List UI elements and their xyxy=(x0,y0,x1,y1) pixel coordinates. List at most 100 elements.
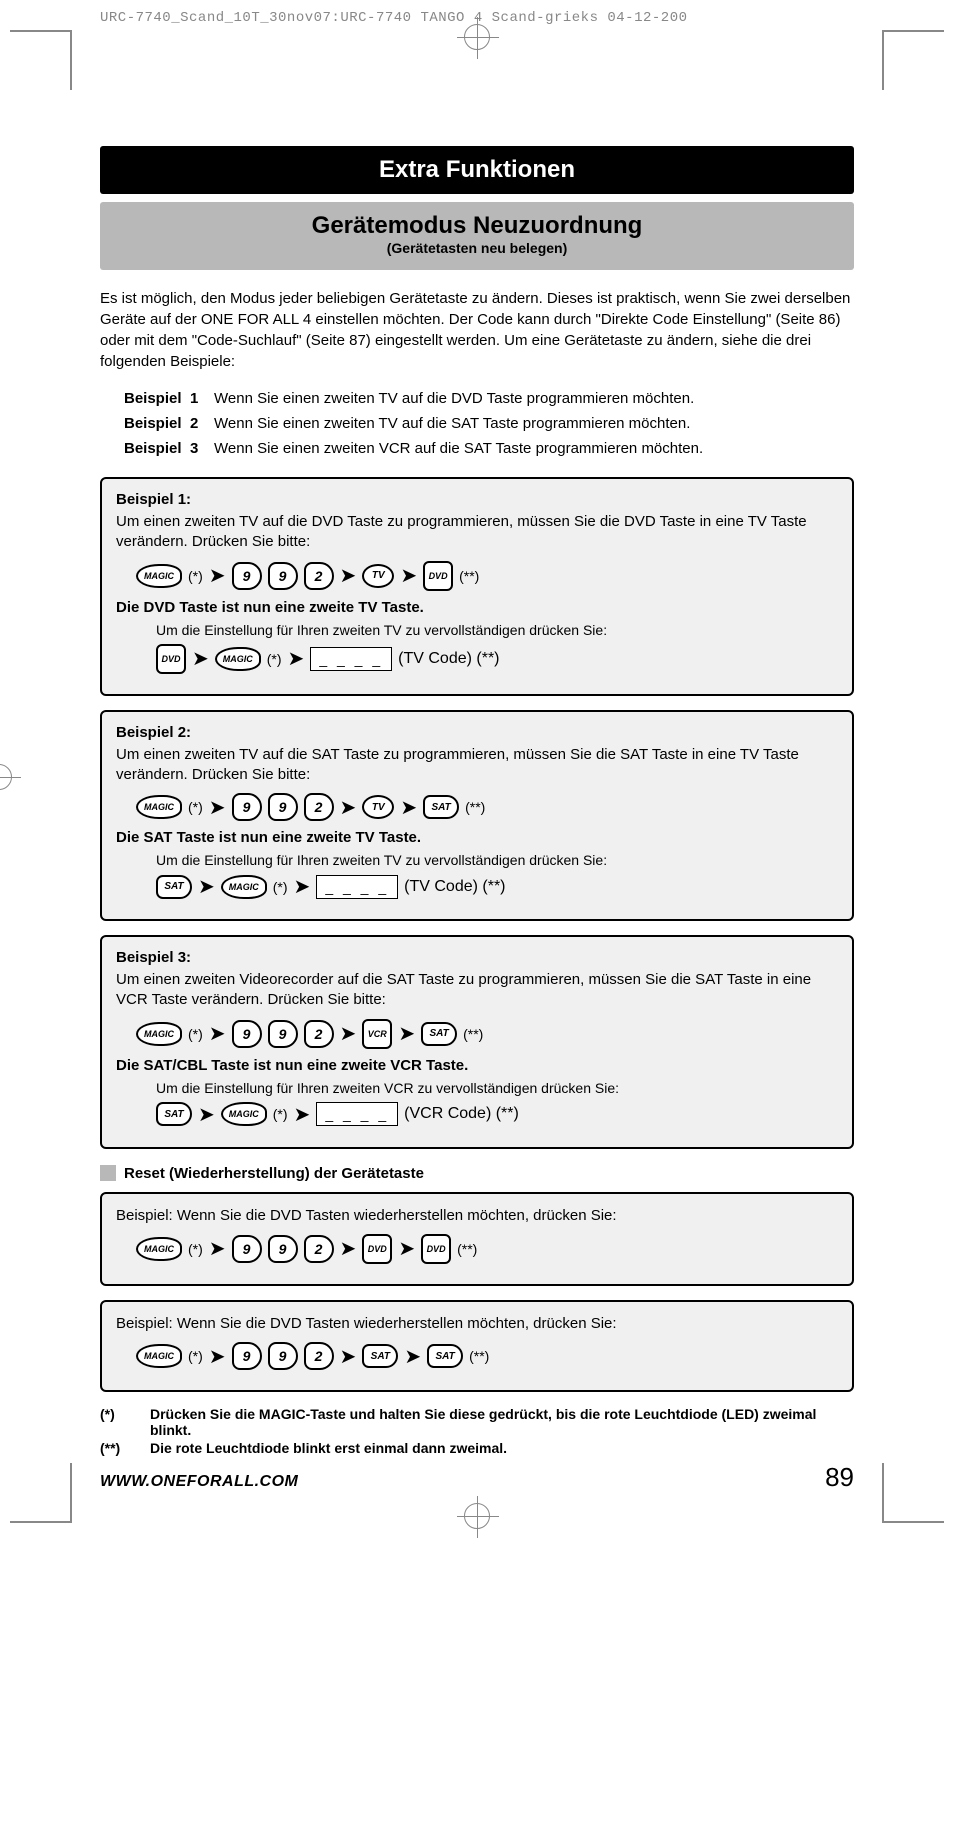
magic-button-icon: MAGIC xyxy=(136,1022,182,1046)
magic-button-icon: MAGIC xyxy=(215,647,261,671)
footnote-ref: (*) xyxy=(188,568,203,584)
magic-button-icon: MAGIC xyxy=(136,1237,182,1261)
digit-button-icon: 2 xyxy=(304,1020,334,1048)
reset-box-1: Beispiel: Wenn Sie die DVD Tasten wieder… xyxy=(100,1192,854,1286)
footnote-ref: (*) xyxy=(188,1026,203,1042)
button-sequence: MAGIC (*) ➤ 9 9 2 ➤ DVD ➤ DVD (**) xyxy=(136,1234,838,1264)
arrow-icon: ➤ xyxy=(209,563,226,588)
example-row: Beispiel 3 Wenn Sie einen zweiten VCR au… xyxy=(100,438,854,459)
example-number: 3 xyxy=(190,438,214,459)
arrow-icon: ➤ xyxy=(294,1102,311,1127)
digit-button-icon: 9 xyxy=(232,562,262,590)
box-text: Um einen zweiten TV auf die DVD Taste zu… xyxy=(116,512,838,553)
digit-button-icon: 9 xyxy=(232,1342,262,1370)
footnote-row: (*) Drücken Sie die MAGIC-Taste und halt… xyxy=(100,1406,854,1438)
box-title: Beispiel 2: xyxy=(116,724,838,741)
arrow-icon: ➤ xyxy=(340,1021,357,1046)
example-number: 1 xyxy=(190,388,214,409)
digit-button-icon: 9 xyxy=(232,1235,262,1263)
button-sequence: SAT ➤ MAGIC (*) ➤ _ _ _ _ (TV Code) (**) xyxy=(156,874,838,899)
example-row: Beispiel 1 Wenn Sie einen zweiten TV auf… xyxy=(100,388,854,409)
arrow-icon: ➤ xyxy=(340,1236,357,1261)
sat-button-icon: SAT xyxy=(156,1102,192,1126)
footnote-row: (**) Die rote Leuchtdiode blinkt erst ei… xyxy=(100,1440,854,1456)
digit-button-icon: 9 xyxy=(268,1020,298,1048)
magic-button-icon: MAGIC xyxy=(136,564,182,588)
example-box-3: Beispiel 3: Um einen zweiten Videorecord… xyxy=(100,935,854,1149)
arrow-icon: ➤ xyxy=(340,563,357,588)
digit-button-icon: 2 xyxy=(304,562,334,590)
digit-button-icon: 9 xyxy=(268,1235,298,1263)
subsection-title-bar: Gerätemodus Neuzuordnung (Gerätetasten n… xyxy=(100,202,854,270)
sub-note: Um die Einstellung für Ihren zweiten TV … xyxy=(156,852,838,868)
button-sequence: MAGIC (*) ➤ 9 9 2 ➤ VCR ➤ SAT (**) xyxy=(136,1019,838,1049)
dvd-button-icon: DVD xyxy=(362,1234,392,1264)
example-text: Wenn Sie einen zweiten VCR auf die SAT T… xyxy=(214,438,854,459)
box-text: Um einen zweiten Videorecorder auf die S… xyxy=(116,970,838,1011)
arrow-icon: ➤ xyxy=(288,646,305,671)
digit-button-icon: 2 xyxy=(304,1342,334,1370)
footnote-ref: (*) xyxy=(273,1106,288,1122)
arrow-icon: ➤ xyxy=(209,1344,226,1369)
sat-button-icon: SAT xyxy=(421,1022,457,1046)
footnote-ref: (**) xyxy=(465,799,485,815)
box-text: Um einen zweiten TV auf die SAT Taste zu… xyxy=(116,745,838,786)
dvd-button-icon: DVD xyxy=(421,1234,451,1264)
sat-button-icon: SAT xyxy=(156,875,192,899)
result-note: Die SAT/CBL Taste ist nun eine zweite VC… xyxy=(116,1057,838,1074)
footnote-ref: (*) xyxy=(273,879,288,895)
box-title: Beispiel 3: xyxy=(116,949,838,966)
footnote-text: Drücken Sie die MAGIC-Taste und halten S… xyxy=(150,1406,854,1438)
button-sequence: MAGIC (*) ➤ 9 9 2 ➤ TV ➤ DVD (**) xyxy=(136,561,838,591)
result-note: Die DVD Taste ist nun eine zweite TV Tas… xyxy=(116,599,838,616)
arrow-icon: ➤ xyxy=(209,795,226,820)
magic-button-icon: MAGIC xyxy=(221,875,267,899)
dvd-button-icon: DVD xyxy=(156,644,186,674)
button-sequence: MAGIC (*) ➤ 9 9 2 ➤ SAT ➤ SAT (**) xyxy=(136,1342,838,1370)
reset-box-2: Beispiel: Wenn Sie die DVD Tasten wieder… xyxy=(100,1300,854,1392)
sub-note: Um die Einstellung für Ihren zweiten VCR… xyxy=(156,1080,838,1096)
dvd-button-icon: DVD xyxy=(423,561,453,591)
footnote-mark: (**) xyxy=(100,1440,150,1456)
digit-button-icon: 2 xyxy=(304,1235,334,1263)
code-label: (TV Code) (**) xyxy=(404,878,505,896)
example-list: Beispiel 1 Wenn Sie einen zweiten TV auf… xyxy=(100,388,854,459)
box-text: Beispiel: Wenn Sie die DVD Tasten wieder… xyxy=(116,1314,838,1334)
button-sequence: DVD ➤ MAGIC (*) ➤ _ _ _ _ (TV Code) (**) xyxy=(156,644,838,674)
footnote-ref: (**) xyxy=(469,1348,489,1364)
arrow-icon: ➤ xyxy=(294,874,311,899)
code-label: (VCR Code) (**) xyxy=(404,1105,519,1123)
footnote-ref: (*) xyxy=(188,1348,203,1364)
example-row: Beispiel 2 Wenn Sie einen zweiten TV auf… xyxy=(100,413,854,434)
digit-button-icon: 9 xyxy=(232,793,262,821)
example-label: Beispiel xyxy=(100,388,190,409)
sat-button-icon: SAT xyxy=(427,1344,463,1368)
page-footer: WWW.ONEFORALL.COM 89 xyxy=(100,1462,854,1493)
arrow-icon: ➤ xyxy=(209,1021,226,1046)
magic-button-icon: MAGIC xyxy=(221,1102,267,1126)
box-text: Beispiel: Wenn Sie die DVD Tasten wieder… xyxy=(116,1206,838,1226)
example-box-2: Beispiel 2: Um einen zweiten TV auf die … xyxy=(100,710,854,922)
tv-button-icon: TV xyxy=(362,795,394,819)
button-sequence: MAGIC (*) ➤ 9 9 2 ➤ TV ➤ SAT (**) xyxy=(136,793,838,821)
arrow-icon: ➤ xyxy=(398,1021,415,1046)
example-text: Wenn Sie einen zweiten TV auf die DVD Ta… xyxy=(214,388,854,409)
digit-button-icon: 9 xyxy=(268,1342,298,1370)
code-placeholder: _ _ _ _ xyxy=(316,875,398,899)
subsection-subtitle: (Gerätetasten neu belegen) xyxy=(110,240,844,256)
digit-button-icon: 9 xyxy=(268,793,298,821)
page-number: 89 xyxy=(825,1462,854,1493)
arrow-icon: ➤ xyxy=(340,795,357,820)
digit-button-icon: 2 xyxy=(304,793,334,821)
example-number: 2 xyxy=(190,413,214,434)
footnote-ref: (**) xyxy=(463,1026,483,1042)
magic-button-icon: MAGIC xyxy=(136,1344,182,1368)
digit-button-icon: 9 xyxy=(268,562,298,590)
footnote-ref: (**) xyxy=(459,568,479,584)
bullet-square-icon xyxy=(100,1165,116,1181)
example-label: Beispiel xyxy=(100,438,190,459)
arrow-icon: ➤ xyxy=(404,1344,421,1369)
footnote-mark: (*) xyxy=(100,1406,150,1438)
box-title: Beispiel 1: xyxy=(116,491,838,508)
code-label: (TV Code) (**) xyxy=(398,650,499,668)
